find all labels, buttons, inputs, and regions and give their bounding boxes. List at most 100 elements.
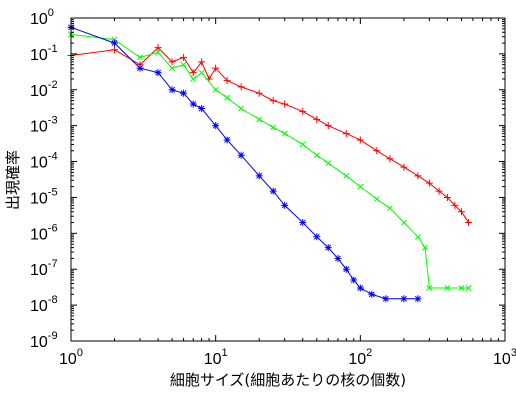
data-point xyxy=(313,233,321,241)
data-point xyxy=(256,116,263,123)
data-point xyxy=(190,76,197,82)
y-tick-label: 10-4 xyxy=(30,151,58,172)
data-point xyxy=(425,179,433,187)
data-point xyxy=(237,151,245,159)
data-point xyxy=(313,152,320,159)
data-point xyxy=(299,219,307,227)
data-point xyxy=(465,285,472,291)
data-point xyxy=(137,54,143,61)
data-point xyxy=(414,295,422,303)
ticks-layer xyxy=(70,18,505,342)
data-point xyxy=(281,130,288,137)
y-tick-label: 100 xyxy=(30,7,54,28)
data-point xyxy=(386,205,393,212)
x-tick-label: 102 xyxy=(348,347,372,368)
data-point xyxy=(368,290,376,298)
data-point xyxy=(435,187,443,195)
data-point xyxy=(342,130,350,138)
data-point xyxy=(136,64,144,72)
data-point xyxy=(444,285,451,291)
plot-frame xyxy=(70,17,506,342)
data-point xyxy=(426,285,433,291)
data-point xyxy=(155,49,162,56)
y-tick-label: 10-9 xyxy=(30,330,58,351)
data-point xyxy=(255,172,263,180)
data-point xyxy=(414,233,421,240)
data-point xyxy=(422,244,428,251)
y-tick-labels: 100 10-1 10-2 10-3 10-4 10-5 10-6 10-7 10-8 10-9 xyxy=(30,7,58,351)
data-point xyxy=(281,201,289,209)
data-point xyxy=(168,58,176,66)
data-point xyxy=(382,295,390,303)
data-point xyxy=(386,155,394,163)
data-point xyxy=(299,107,307,115)
data-point xyxy=(457,208,465,216)
data-point xyxy=(281,100,289,108)
data-point xyxy=(324,244,332,252)
data-point xyxy=(180,89,188,97)
data-point xyxy=(269,187,277,195)
series-1 xyxy=(67,44,473,227)
data-point xyxy=(443,193,451,201)
data-point xyxy=(111,39,119,47)
data-point xyxy=(400,163,408,171)
y-tick-label: 10-6 xyxy=(30,222,58,243)
x-tick-label: 100 xyxy=(59,347,83,368)
plot-background xyxy=(71,18,505,341)
data-point xyxy=(189,100,197,108)
data-point xyxy=(299,141,306,148)
y-tick-label: 10-8 xyxy=(30,294,58,315)
series-line xyxy=(70,33,469,289)
data-point xyxy=(238,105,245,112)
data-point xyxy=(180,53,188,61)
y-tick-label: 10-3 xyxy=(30,115,58,136)
data-point xyxy=(224,94,231,101)
data-point xyxy=(400,295,408,303)
y-axis-label: 出現確率 xyxy=(4,150,22,210)
y-tick-label: 10-5 xyxy=(30,186,58,207)
data-point xyxy=(373,147,381,155)
data-point xyxy=(313,115,321,123)
data-point xyxy=(111,46,119,54)
data-point xyxy=(255,89,263,97)
series-2 xyxy=(68,31,472,291)
series-line xyxy=(70,46,470,223)
data-point xyxy=(334,254,342,262)
data-point xyxy=(350,276,358,284)
data-point xyxy=(356,136,364,144)
x-tick-label: 103 xyxy=(493,347,516,368)
data-point xyxy=(324,122,332,130)
data-point xyxy=(223,136,231,144)
data-point xyxy=(198,105,206,113)
data-point xyxy=(357,183,364,190)
y-tick-label: 10-2 xyxy=(30,79,58,100)
data-point xyxy=(400,219,407,226)
data-point xyxy=(180,61,187,68)
y-tick-label: 10-7 xyxy=(30,258,58,279)
data-point xyxy=(458,285,465,291)
data-point xyxy=(451,201,459,209)
data-point xyxy=(325,160,332,167)
data-point xyxy=(169,65,176,72)
data-point xyxy=(212,64,220,72)
data-point xyxy=(237,83,245,91)
x-axis-label: 細胞サイズ(細胞あたりの核の個数) xyxy=(170,371,406,389)
data-point xyxy=(343,172,350,179)
data-point xyxy=(269,97,277,105)
data-point xyxy=(212,86,219,93)
data-point xyxy=(356,284,364,292)
data-point xyxy=(270,124,277,131)
data-point xyxy=(414,172,422,180)
data-point xyxy=(373,196,380,203)
data-point xyxy=(154,44,162,52)
data-point xyxy=(198,69,205,76)
data-point xyxy=(342,265,350,273)
data-point xyxy=(189,69,197,77)
data-point xyxy=(212,122,220,130)
data-point xyxy=(198,58,206,66)
data-point xyxy=(223,77,231,85)
data-point xyxy=(154,69,162,77)
data-point xyxy=(168,86,176,94)
y-tick-label: 10-1 xyxy=(30,43,58,64)
